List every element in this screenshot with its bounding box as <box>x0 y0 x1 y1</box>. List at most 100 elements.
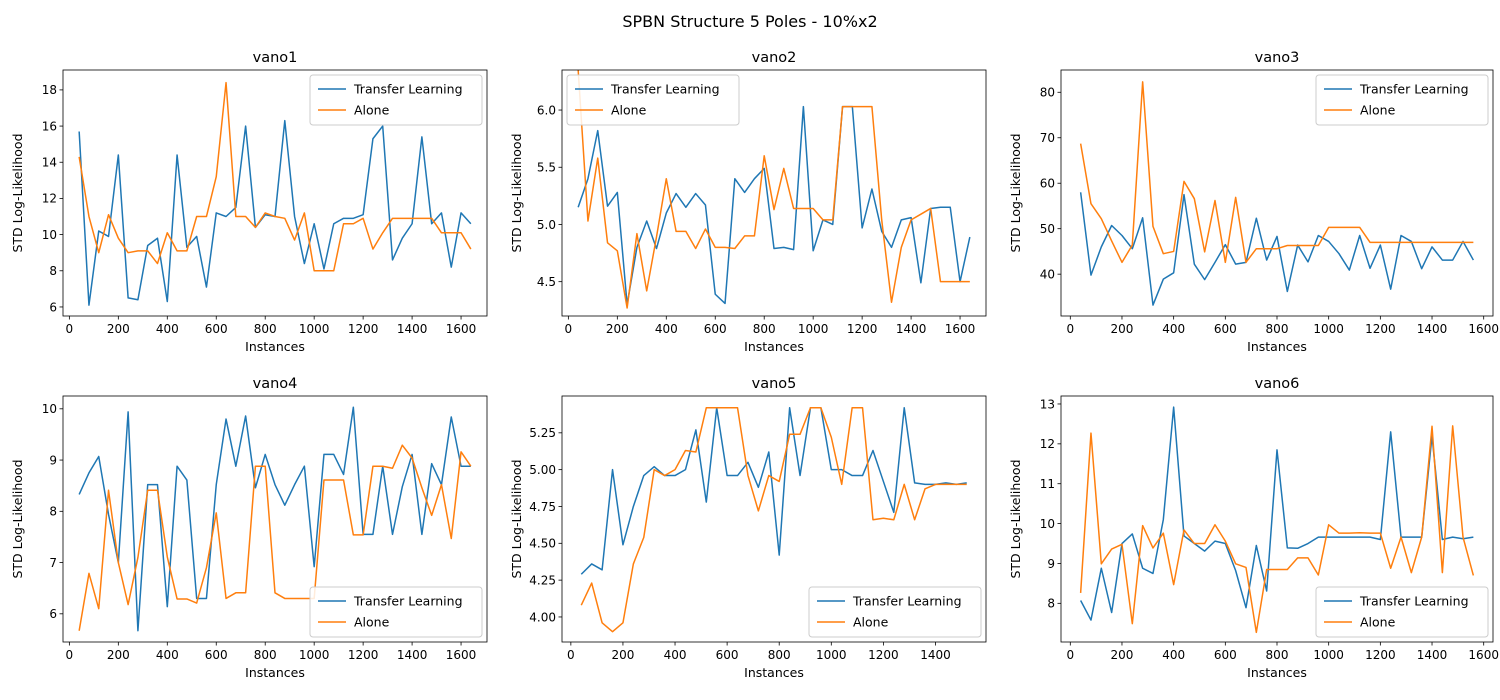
subplot-vano4: 0 200 400 600 800 1000 1200 1400 1600 6 7 8 9 10 vano4… <box>10 376 488 680</box>
legend: Transfer Learning Alone <box>566 74 740 126</box>
legend-label-transfer-learning: Transfer Learning <box>1359 82 1469 97</box>
series-line-transfer-learning <box>78 406 471 632</box>
subplot-title: vano5 <box>752 376 797 392</box>
y-tick-label: 50 <box>1040 222 1055 236</box>
legend: Transfer Learning Alone <box>1315 74 1489 126</box>
x-tick-label: 800 <box>768 648 791 662</box>
y-tick-label: 5.5 <box>537 161 556 175</box>
subplot-title: vano4 <box>253 376 298 392</box>
x-axis-label: Instances <box>1247 665 1307 680</box>
x-tick-label: 200 <box>107 648 130 662</box>
y-tick-label: 60 <box>1040 177 1055 191</box>
y-tick-label: 4.5 <box>537 275 556 289</box>
x-tick-label: 200 <box>611 648 634 662</box>
plot-area <box>1079 81 1475 306</box>
x-tick-label: 1200 <box>868 648 899 662</box>
x-tick-label: 800 <box>1266 648 1289 662</box>
x-tick-label: 800 <box>1266 322 1289 336</box>
x-tick-label: 600 <box>704 322 727 336</box>
plot-area <box>78 81 472 306</box>
x-tick-label: 1000 <box>1313 322 1344 336</box>
y-tick-label: 40 <box>1040 267 1055 281</box>
y-tick-label: 8 <box>1047 597 1055 611</box>
y-tick-label: 4.25 <box>529 573 556 587</box>
subplot-title: vano3 <box>1255 50 1300 66</box>
x-tick-label: 600 <box>716 648 739 662</box>
legend-label-transfer-learning: Transfer Learning <box>610 82 720 97</box>
y-tick-label: 14 <box>42 156 57 170</box>
series-line-transfer-learning <box>1079 192 1475 306</box>
series-line-transfer-learning <box>78 119 472 306</box>
series-line-alone <box>577 70 970 309</box>
legend-box <box>1315 74 1489 126</box>
x-tick-label: 1000 <box>798 322 829 336</box>
y-tick-label: 70 <box>1040 131 1055 145</box>
legend-box <box>808 586 982 638</box>
x-tick-label: 1400 <box>920 648 951 662</box>
subplot-vano1: 0 200 400 600 800 1000 1200 1400 1600 6 8 10 12 14 16 1… <box>10 50 488 354</box>
legend-label-alone: Alone <box>853 615 889 630</box>
subplot-title: vano6 <box>1255 376 1300 392</box>
x-tick-label: 1200 <box>348 648 379 662</box>
y-tick-label: 8 <box>49 264 57 278</box>
y-tick-label: 10 <box>42 402 57 416</box>
series-line-alone <box>580 407 967 633</box>
y-tick-label: 11 <box>1040 477 1055 491</box>
y-tick-label: 4.50 <box>529 537 556 551</box>
x-axis-label: Instances <box>744 665 804 680</box>
y-axis-label: STD Log-Likelihood <box>509 133 524 252</box>
x-axis-label: Instances <box>245 339 305 354</box>
plot-area <box>580 407 967 633</box>
axes-frame <box>62 395 488 643</box>
plot-area <box>1079 406 1475 634</box>
legend-box <box>309 586 483 638</box>
y-axis-label: STD Log-Likelihood <box>10 133 25 252</box>
plot-area <box>577 70 971 309</box>
axes-frame <box>561 69 987 317</box>
x-tick-label: 800 <box>254 322 277 336</box>
subplot-vano2: 0 200 400 600 800 1000 1200 1400 1600 4.5 5.0 5.5 6.… <box>509 50 987 354</box>
y-tick-label: 6.0 <box>537 103 556 117</box>
x-tick-label: 1600 <box>446 322 477 336</box>
x-tick-label: 1400 <box>397 322 428 336</box>
plot-area <box>78 406 472 632</box>
series-line-alone <box>1079 425 1475 634</box>
legend-box <box>309 74 483 126</box>
y-tick-label: 12 <box>42 192 57 206</box>
x-axis-label: Instances <box>1247 339 1307 354</box>
y-tick-label: 16 <box>42 119 57 133</box>
y-tick-label: 4.00 <box>529 610 556 624</box>
legend-label-transfer-learning: Transfer Learning <box>353 82 463 97</box>
legend-label-alone: Alone <box>354 103 390 118</box>
x-tick-label: 1600 <box>1468 648 1499 662</box>
x-tick-label: 1000 <box>1313 648 1344 662</box>
subplot-title: vano2 <box>752 50 797 66</box>
y-tick-label: 9 <box>1047 557 1055 571</box>
axes-frame <box>62 69 488 317</box>
y-tick-label: 80 <box>1040 86 1055 100</box>
x-axis-label: Instances <box>744 339 804 354</box>
y-tick-label: 9 <box>49 453 57 467</box>
y-tick-label: 10 <box>42 228 57 242</box>
x-tick-label: 1000 <box>299 322 330 336</box>
x-tick-label: 0 <box>66 648 74 662</box>
y-tick-label: 10 <box>1040 517 1055 531</box>
subplot-title: vano1 <box>253 50 298 66</box>
legend-label-alone: Alone <box>1360 615 1396 630</box>
subplot-vano5: 0 200 400 600 800 1000 1200 1400 4.00 4.25 4.50 4.7… <box>509 376 987 680</box>
y-tick-label: 5.0 <box>537 218 556 232</box>
x-tick-label: 1200 <box>1365 322 1396 336</box>
x-tick-label: 600 <box>205 322 228 336</box>
x-tick-label: 600 <box>205 648 228 662</box>
y-tick-label: 5.00 <box>529 463 556 477</box>
x-tick-label: 1400 <box>896 322 927 336</box>
series-line-transfer-learning <box>1079 406 1474 621</box>
legend: Transfer Learning Alone <box>309 74 483 126</box>
x-tick-label: 0 <box>66 322 74 336</box>
legend-label-alone: Alone <box>1360 103 1396 118</box>
legend-label-transfer-learning: Transfer Learning <box>1359 594 1469 609</box>
y-tick-label: 8 <box>49 505 57 519</box>
y-tick-label: 7 <box>49 556 57 570</box>
y-tick-label: 6 <box>49 607 57 621</box>
